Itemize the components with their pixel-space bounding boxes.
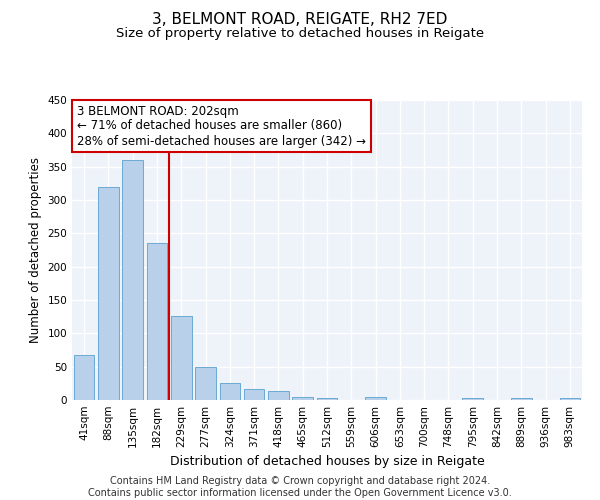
Text: Size of property relative to detached houses in Reigate: Size of property relative to detached ho… (116, 28, 484, 40)
X-axis label: Distribution of detached houses by size in Reigate: Distribution of detached houses by size … (170, 456, 484, 468)
Bar (171, 316, 191, 400)
Bar (244, 388, 265, 400)
Bar (365, 398, 386, 400)
Bar (122, 160, 143, 400)
Text: Contains HM Land Registry data © Crown copyright and database right 2024.
Contai: Contains HM Land Registry data © Crown c… (88, 476, 512, 498)
Bar (220, 384, 240, 400)
Y-axis label: Number of detached properties: Number of detached properties (29, 157, 42, 343)
Bar (560, 398, 580, 400)
Text: 3, BELMONT ROAD, REIGATE, RH2 7ED: 3, BELMONT ROAD, REIGATE, RH2 7ED (152, 12, 448, 28)
Text: 3 BELMONT ROAD: 202sqm
← 71% of detached houses are smaller (860)
28% of semi-de: 3 BELMONT ROAD: 202sqm ← 71% of detached… (77, 104, 366, 148)
Bar (511, 398, 532, 400)
Bar (463, 398, 483, 400)
Bar (195, 366, 216, 400)
Bar (146, 244, 167, 400)
Bar (98, 186, 119, 400)
Bar (268, 390, 289, 400)
Bar (74, 356, 94, 400)
Bar (292, 396, 313, 400)
Bar (317, 398, 337, 400)
